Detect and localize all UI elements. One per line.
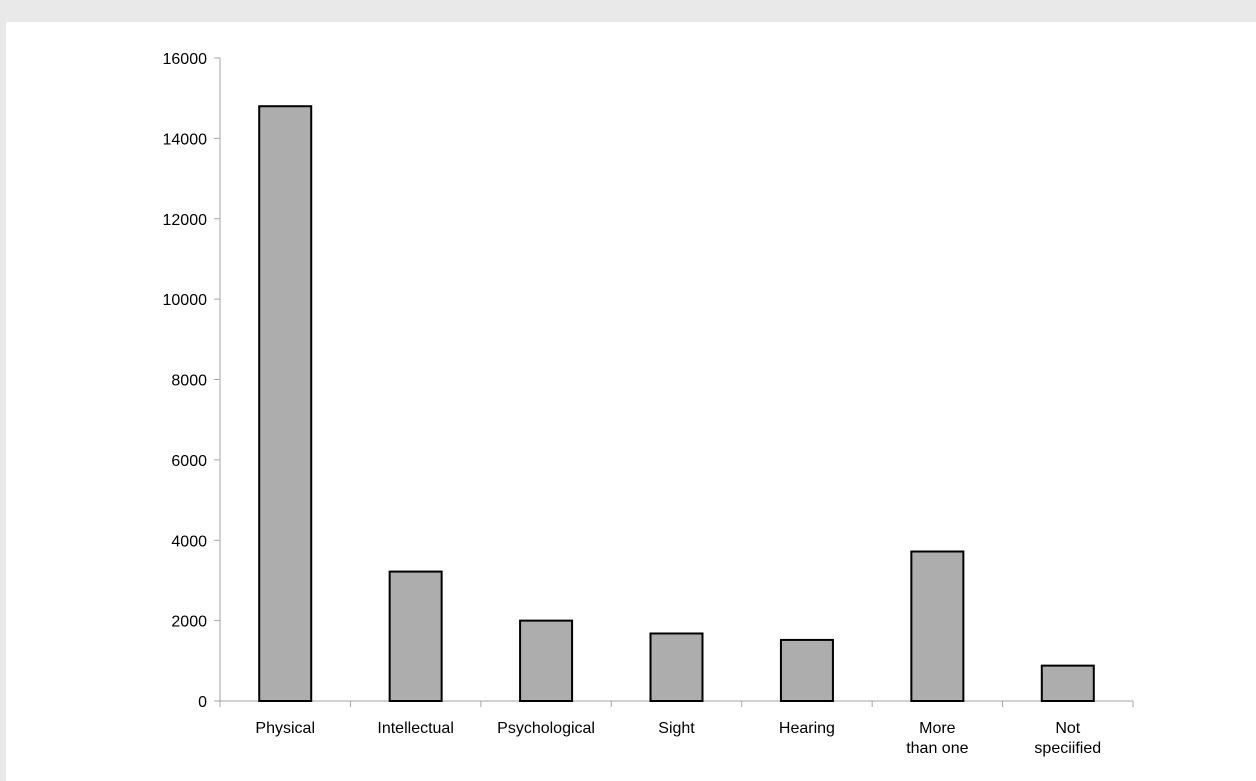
y-tick-label: 4000: [171, 533, 207, 550]
y-tick-label: 12000: [163, 212, 208, 229]
x-tick-label: More than one: [906, 720, 968, 757]
y-tick-label: 14000: [163, 131, 208, 148]
x-tick-label: Sight: [658, 720, 695, 737]
bars: [258, 105, 1095, 703]
bar: [910, 550, 965, 702]
y-tick-label: 10000: [163, 292, 208, 309]
chart-panel: [6, 22, 1256, 781]
x-tick-label: Psychological: [497, 720, 595, 737]
x-tick-label: Hearing: [779, 720, 835, 737]
y-tick-label: 2000: [171, 614, 207, 631]
y-tick-label: 16000: [163, 51, 208, 68]
x-tick-label: Physical: [255, 720, 315, 737]
x-tick-label: Intellectual: [377, 720, 454, 737]
y-tick-label: 8000: [171, 373, 207, 390]
x-axis: Physical Intellectual Psychological Sight He…: [219, 700, 1134, 757]
y-tick-label: 6000: [171, 453, 207, 470]
y-axis: 0 2000 4000 6000 8000 10000 12000 14000 16000: [163, 51, 221, 711]
y-tick-label: 0: [198, 694, 207, 711]
bar: [779, 638, 834, 702]
bar: [388, 570, 443, 702]
bar: [258, 105, 313, 703]
bar: [1040, 664, 1095, 703]
bar: [649, 632, 704, 702]
bar: [519, 619, 574, 702]
x-tick-label: Not speciified: [1034, 720, 1101, 757]
